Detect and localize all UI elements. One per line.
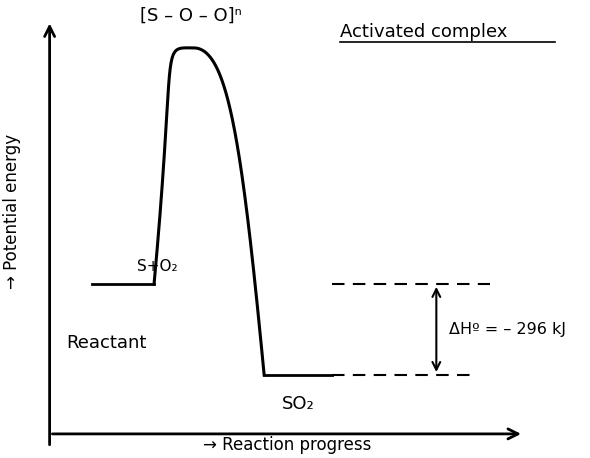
Text: → Reaction progress: → Reaction progress xyxy=(202,436,371,454)
Text: ΔHº = – 296 kJ: ΔHº = – 296 kJ xyxy=(449,322,566,337)
Text: Activated complex: Activated complex xyxy=(340,23,508,41)
Text: Reactant: Reactant xyxy=(67,334,147,352)
Text: SO₂: SO₂ xyxy=(281,395,314,413)
Text: → Potential energy: → Potential energy xyxy=(3,134,21,289)
Text: [S – O – O]ⁿ: [S – O – O]ⁿ xyxy=(140,6,242,24)
Text: S+O₂: S+O₂ xyxy=(137,259,178,274)
